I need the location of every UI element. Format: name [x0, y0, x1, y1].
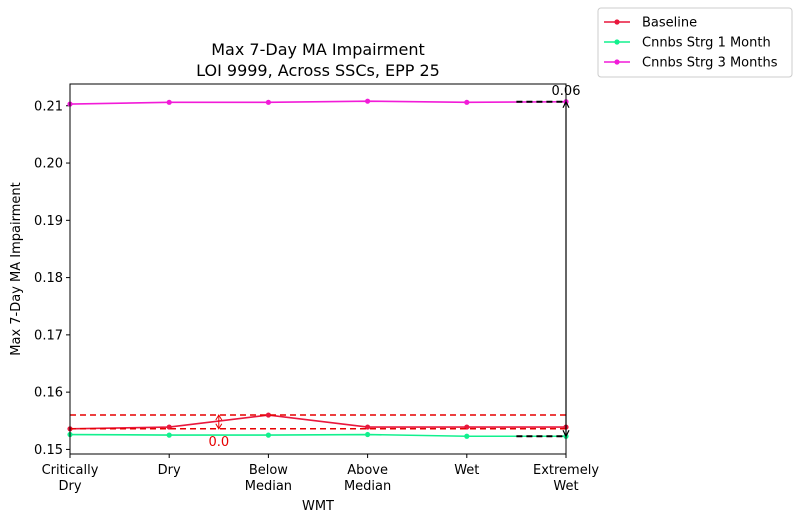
baseline-range-label: 0.0: [208, 435, 229, 450]
legend-swatch-marker: [614, 59, 620, 65]
legend: Baseline Cnnbs Strg 1 Month Cnnbs Strg 3 M…: [597, 7, 793, 78]
chart-title: Max 7-Day MA Impairment: [211, 40, 424, 59]
legend-swatch-marker: [614, 39, 620, 45]
series-line-3: [69, 100, 567, 105]
series-2-point: [464, 433, 470, 439]
series-3-point: [166, 99, 172, 105]
x-tick-label: Above Median: [344, 463, 391, 494]
y-tick-label: 0.19: [34, 214, 63, 229]
series-1-point: [365, 424, 371, 430]
chart-subtitle: LOI 9999, Across SSCs, EPP 25: [196, 61, 440, 80]
baseline-arrow-tail: [215, 423, 223, 430]
series-line-2: [69, 433, 566, 438]
series-3-point: [265, 99, 271, 105]
series-line-1: [69, 414, 566, 430]
x-tick-label: Dry: [158, 463, 181, 478]
series-2-point: [365, 431, 371, 438]
y-tick-label: 0.21: [34, 99, 63, 114]
x-tick-label: Critically Dry: [42, 463, 99, 494]
legend-label: Baseline: [642, 16, 697, 31]
legend-swatch-marker: [614, 19, 620, 25]
x-tick-label: Wet: [454, 463, 479, 478]
y-tick-label: 0.15: [34, 443, 63, 458]
y-axis-label: Max 7-Day MA Impairment: [9, 182, 24, 355]
x-axis-label: WMT: [302, 499, 334, 514]
legend-label: Cnnbs Strg 1 Month: [642, 36, 771, 51]
legend-box: [597, 7, 793, 78]
y-tick-label: 0.16: [34, 386, 63, 401]
series-1-point: [265, 412, 271, 418]
y-tick-label: 0.18: [34, 271, 63, 286]
plot-frame: [69, 83, 567, 455]
x-tick-label: Extremely Wet: [533, 463, 599, 494]
baseline-arrow-head: [215, 414, 223, 421]
x-tick-label: Below Median: [245, 463, 292, 494]
plot-area: 0.15 0.16 0.17 0.18 0.19 0.20 0.21 Critically Dr…: [34, 83, 599, 494]
series-2-point: [166, 432, 172, 438]
y-tick-label: 0.17: [34, 328, 63, 343]
series-3-point: [464, 99, 470, 105]
series-3-point: [365, 98, 371, 104]
y-tick-label: 0.20: [34, 157, 63, 172]
legend-label: Cnnbs Strg 3 Months: [642, 56, 778, 71]
series-2-point: [265, 432, 271, 438]
